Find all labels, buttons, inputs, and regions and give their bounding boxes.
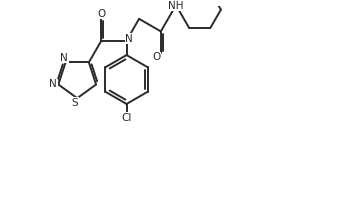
Text: N: N — [125, 34, 133, 44]
Text: Cl: Cl — [121, 113, 132, 123]
Text: NH: NH — [168, 1, 184, 11]
Text: O: O — [97, 9, 106, 19]
Text: O: O — [152, 52, 160, 62]
Text: S: S — [71, 98, 78, 108]
Text: N: N — [61, 53, 68, 63]
Text: N: N — [49, 80, 57, 89]
